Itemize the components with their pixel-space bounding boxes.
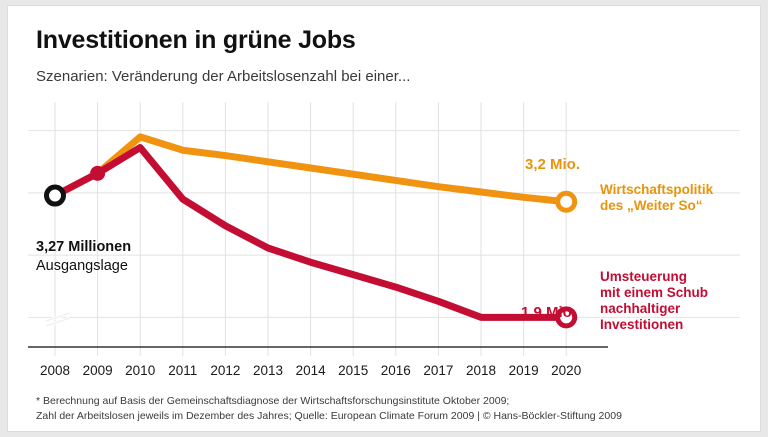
chart-plot-area — [28, 94, 740, 356]
chart-subtitle: Szenarien: Veränderung der Arbeitslosenz… — [36, 68, 411, 85]
x-tick-2014: 2014 — [295, 363, 326, 378]
x-tick-2008: 2008 — [39, 363, 71, 378]
line-chart-svg — [28, 102, 740, 356]
x-tick-2017: 2017 — [423, 363, 454, 378]
red-end-value-label: 1,9 Mio. — [521, 304, 577, 321]
x-tick-2015: 2015 — [338, 363, 369, 378]
legend-label-weiter-so: Wirtschaftspolitik des „Weiter So“ — [600, 182, 714, 213]
x-tick-2009: 2009 — [82, 363, 113, 378]
axis-break-icon — [45, 311, 71, 328]
footnote: * Berechnung auf Basis der Gemeinschafts… — [36, 394, 622, 424]
footnote-line-2: Zahl der Arbeitslosen jeweils im Dezembe… — [36, 410, 622, 422]
x-tick-2012: 2012 — [210, 363, 241, 378]
start-value-label: 3,27 Millionen — [36, 239, 132, 255]
x-tick-2020: 2020 — [551, 363, 582, 378]
chart-card: Investitionen in grüne Jobs Szenarien: V… — [8, 6, 760, 431]
footnote-line-1: * Berechnung auf Basis der Gemeinschafts… — [36, 395, 510, 407]
orange-end-value-label: 3,2 Mio. — [525, 156, 581, 173]
x-tick-2019: 2019 — [508, 363, 539, 378]
page-title: Investitionen in grüne Jobs — [36, 26, 356, 54]
x-tick-2018: 2018 — [465, 363, 497, 378]
x-tick-2013: 2013 — [252, 363, 284, 378]
legend-label-umsteuerung: Umsteuerung mit einem Schub nachhaltiger In… — [600, 269, 709, 332]
x-tick-2011: 2011 — [168, 363, 198, 378]
horizontal-gridlines — [28, 130, 740, 318]
series-line-umsteuerung — [51, 144, 570, 321]
start-value-sublabel: Ausgangslage — [36, 258, 128, 274]
data-point-markers — [44, 165, 578, 329]
x-tick-2010: 2010 — [125, 363, 156, 378]
x-axis-tick-labels: 2008 2009 2010 2011 2012 2013 2014 2015 2016 2017… — [28, 363, 608, 381]
series-line-weiter-so — [51, 133, 570, 206]
x-tick-2016: 2016 — [380, 363, 411, 378]
